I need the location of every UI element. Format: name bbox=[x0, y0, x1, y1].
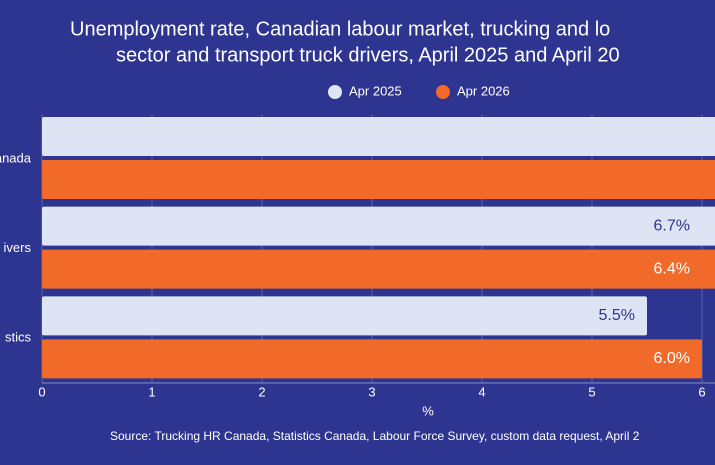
source: Source: Trucking HR Canada, Statistics C… bbox=[110, 429, 640, 443]
x-tick-label: 5 bbox=[588, 384, 595, 399]
chart-title: sector and transport truck drivers, Apri… bbox=[116, 44, 620, 66]
legend-label: Apr 2025 bbox=[349, 83, 402, 98]
y-tick-label: anada bbox=[0, 150, 32, 165]
y-tick-label: ivers bbox=[4, 240, 32, 255]
x-tick-label: 0 bbox=[38, 384, 45, 399]
chart-title: Unemployment rate, Canadian labour marke… bbox=[70, 18, 610, 40]
bar bbox=[42, 296, 647, 336]
bar bbox=[42, 249, 715, 289]
data-label: 6.4% bbox=[654, 260, 690, 277]
data-label: 6.0% bbox=[654, 350, 690, 367]
x-tick-label: 2 bbox=[258, 384, 265, 399]
x-tick-label: 3 bbox=[368, 384, 375, 399]
x-tick-label: 4 bbox=[478, 384, 485, 399]
legend-swatch bbox=[436, 85, 450, 99]
bar bbox=[42, 160, 715, 199]
x-axis-label: % bbox=[422, 403, 434, 418]
data-label: 6.7% bbox=[654, 217, 690, 234]
bar bbox=[42, 206, 715, 246]
bar bbox=[42, 117, 715, 156]
x-tick-label: 1 bbox=[148, 384, 155, 399]
x-tick-label: 6 bbox=[698, 384, 705, 399]
data-label: 5.5% bbox=[599, 307, 635, 324]
legend-swatch bbox=[328, 85, 342, 99]
y-tick-label: stics bbox=[5, 330, 32, 345]
bar bbox=[42, 339, 702, 379]
legend-label: Apr 2026 bbox=[457, 83, 510, 98]
